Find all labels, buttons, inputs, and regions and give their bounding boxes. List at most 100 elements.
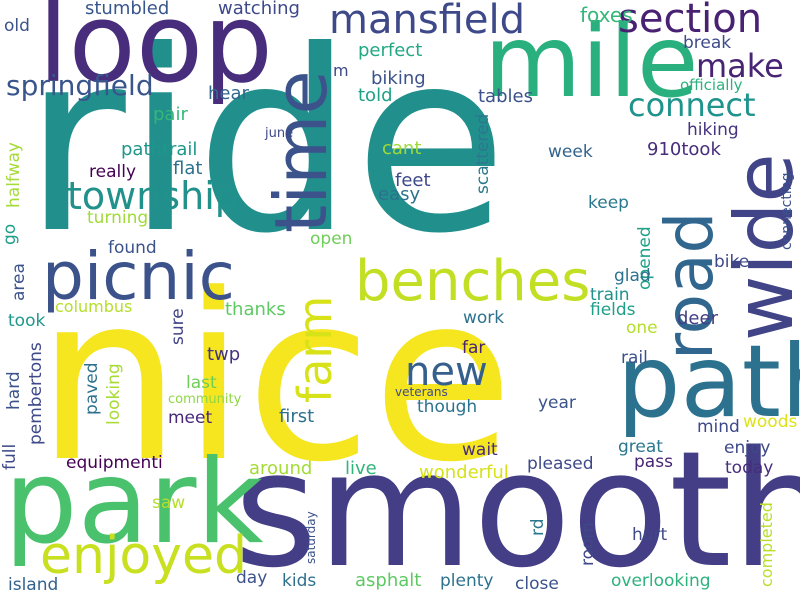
word: day xyxy=(236,568,268,588)
word: ride xyxy=(23,0,508,288)
word: new xyxy=(405,349,488,395)
word: kids xyxy=(282,571,317,591)
word: looking xyxy=(104,363,124,425)
word: fields xyxy=(590,300,636,320)
word: close xyxy=(515,574,559,594)
word: benches xyxy=(355,249,591,314)
word: wonderful xyxy=(419,462,509,483)
word: twp xyxy=(207,344,241,365)
word: turning xyxy=(87,208,149,228)
word: hard xyxy=(4,371,24,410)
word: nice xyxy=(36,246,514,513)
word: train xyxy=(590,285,630,305)
word: enjoy xyxy=(724,438,771,458)
word: springfield xyxy=(6,69,154,102)
word: break xyxy=(683,33,732,53)
word: glad xyxy=(614,266,651,286)
word: live xyxy=(345,458,377,479)
word: veterans xyxy=(395,385,448,399)
word: tables xyxy=(478,86,533,107)
word: meet xyxy=(168,408,213,428)
word: perfect xyxy=(358,40,423,61)
word: go xyxy=(0,223,20,245)
word: plenty xyxy=(440,571,494,591)
word: woods xyxy=(743,412,798,432)
word: equipmenti xyxy=(66,453,163,473)
word: community xyxy=(168,392,242,407)
word: sure xyxy=(168,308,188,345)
word: township xyxy=(67,174,239,218)
word: though xyxy=(417,397,478,417)
word: old xyxy=(4,16,30,36)
word: around xyxy=(249,458,313,479)
word: road xyxy=(651,211,728,360)
word: took xyxy=(8,311,46,331)
word: last xyxy=(186,373,217,393)
word: park xyxy=(4,435,264,570)
word: work xyxy=(463,308,505,328)
word: enjoyed xyxy=(40,526,247,586)
word: great xyxy=(618,437,663,457)
word: loop xyxy=(38,0,273,107)
word: mind xyxy=(697,417,740,437)
word: mansfield xyxy=(329,0,525,43)
word: m xyxy=(333,61,349,80)
word: island xyxy=(8,575,59,595)
word: pleased xyxy=(527,454,594,474)
word: saw xyxy=(152,493,186,513)
word: easy xyxy=(378,184,421,205)
word: time xyxy=(259,70,343,233)
word: pair xyxy=(153,104,188,125)
word: pathtrail xyxy=(121,139,198,160)
word: deer xyxy=(677,308,718,329)
word: watching xyxy=(218,0,300,19)
word: foxes xyxy=(580,3,633,27)
word: open xyxy=(310,229,353,249)
word: saturday xyxy=(304,511,318,564)
word: cant xyxy=(382,138,422,159)
word: june xyxy=(265,126,294,141)
word: picnic xyxy=(42,238,235,315)
word: columbus xyxy=(55,297,133,316)
word: biking xyxy=(371,68,426,89)
word: scattered xyxy=(473,113,493,194)
word: far xyxy=(462,338,486,358)
word: wait xyxy=(462,440,498,460)
word: 910took xyxy=(647,139,721,160)
word: first xyxy=(279,406,315,427)
word: asphalt xyxy=(355,570,422,591)
word: section xyxy=(618,0,763,42)
word: paved xyxy=(82,362,102,415)
word: told xyxy=(358,85,393,106)
word: pass xyxy=(634,452,673,472)
word: mile xyxy=(484,3,699,120)
word: year xyxy=(538,393,576,413)
word: found xyxy=(108,238,157,258)
word: path xyxy=(617,323,800,440)
word: flat xyxy=(173,158,203,179)
word: stumbled xyxy=(85,0,170,19)
word: full xyxy=(0,443,20,470)
word: halfway xyxy=(4,142,24,208)
word: smooth xyxy=(234,416,800,600)
word: really xyxy=(89,162,136,182)
word: hurt xyxy=(632,525,668,545)
word: officially xyxy=(680,76,743,94)
word: today xyxy=(725,458,774,478)
word: feet xyxy=(395,170,431,191)
word: room xyxy=(578,522,598,566)
word: bike xyxy=(714,252,750,272)
word: hiking xyxy=(687,120,739,140)
word: connect xyxy=(628,86,756,124)
word: one xyxy=(626,318,658,338)
word: connecting xyxy=(779,172,795,250)
word: area xyxy=(9,263,29,301)
word: keep xyxy=(588,193,629,213)
word: rail xyxy=(621,348,648,368)
word: overlooking xyxy=(611,571,711,591)
word: hear xyxy=(208,83,249,104)
word: rd xyxy=(528,518,548,536)
word: week xyxy=(548,142,593,162)
word: make xyxy=(696,47,784,85)
